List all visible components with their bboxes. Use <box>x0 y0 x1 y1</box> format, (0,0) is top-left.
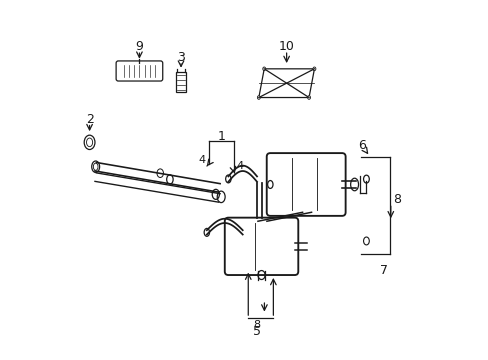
Ellipse shape <box>267 180 272 188</box>
Text: 1: 1 <box>217 130 224 144</box>
Text: 8: 8 <box>253 320 260 329</box>
Text: 3: 3 <box>177 51 184 64</box>
Text: 8: 8 <box>392 193 400 206</box>
Ellipse shape <box>257 96 260 99</box>
Text: 10: 10 <box>278 40 294 53</box>
Ellipse shape <box>307 96 310 99</box>
Text: 4: 4 <box>198 155 205 165</box>
Text: 7: 7 <box>380 264 387 277</box>
Bar <box>175 72 186 93</box>
Ellipse shape <box>262 67 265 71</box>
Text: 6: 6 <box>358 139 366 152</box>
Text: 9: 9 <box>135 40 143 53</box>
Text: 4: 4 <box>236 161 243 171</box>
Text: 2: 2 <box>85 113 93 126</box>
Text: 5: 5 <box>253 325 261 338</box>
Ellipse shape <box>312 67 315 71</box>
